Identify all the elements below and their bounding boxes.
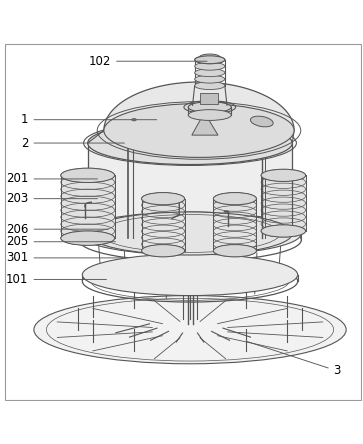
Polygon shape <box>261 169 306 231</box>
Ellipse shape <box>199 54 221 61</box>
Polygon shape <box>61 168 115 238</box>
Ellipse shape <box>213 193 256 205</box>
Ellipse shape <box>261 225 306 237</box>
Ellipse shape <box>34 296 346 364</box>
Ellipse shape <box>188 110 231 120</box>
FancyBboxPatch shape <box>200 93 219 103</box>
Polygon shape <box>192 112 218 135</box>
Ellipse shape <box>195 69 225 77</box>
Text: 206: 206 <box>6 223 108 236</box>
Ellipse shape <box>132 119 136 121</box>
Ellipse shape <box>261 169 306 182</box>
Text: 3: 3 <box>246 341 341 377</box>
Ellipse shape <box>195 82 225 90</box>
Ellipse shape <box>195 56 225 63</box>
Polygon shape <box>88 122 292 234</box>
Text: 301: 301 <box>6 251 123 264</box>
Ellipse shape <box>61 231 115 246</box>
Text: 205: 205 <box>6 235 115 248</box>
Ellipse shape <box>213 245 256 257</box>
Ellipse shape <box>195 56 225 63</box>
Ellipse shape <box>88 212 292 255</box>
Ellipse shape <box>188 102 231 112</box>
Ellipse shape <box>82 254 298 296</box>
Polygon shape <box>142 193 185 251</box>
Text: 201: 201 <box>6 172 98 186</box>
Text: 101: 101 <box>6 273 106 286</box>
Ellipse shape <box>195 75 225 83</box>
Text: 1: 1 <box>21 113 157 126</box>
Text: 203: 203 <box>6 192 98 205</box>
Ellipse shape <box>104 103 294 157</box>
Ellipse shape <box>88 122 292 165</box>
Ellipse shape <box>142 245 185 257</box>
Ellipse shape <box>142 193 185 205</box>
Ellipse shape <box>195 62 225 70</box>
Ellipse shape <box>250 116 273 127</box>
Ellipse shape <box>79 212 301 255</box>
Polygon shape <box>104 82 294 131</box>
Ellipse shape <box>61 168 115 182</box>
Text: 2: 2 <box>21 137 125 150</box>
Text: 102: 102 <box>89 55 207 67</box>
Polygon shape <box>213 193 256 251</box>
